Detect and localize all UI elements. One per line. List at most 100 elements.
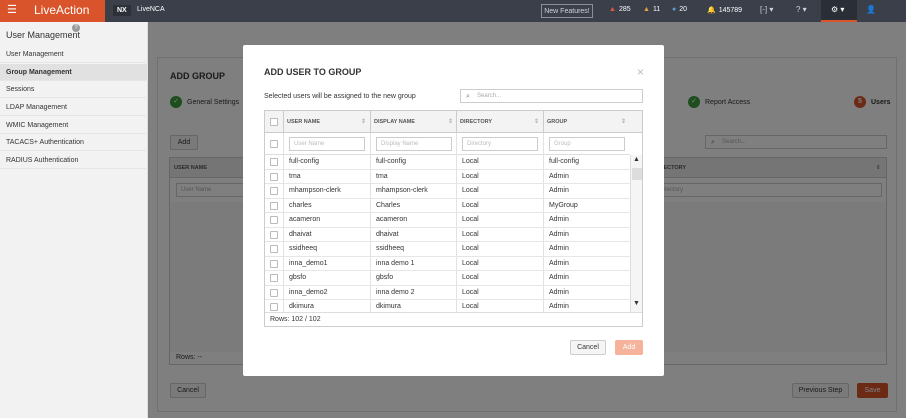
cell-group: Admin [549, 172, 569, 180]
table-row[interactable]: full-config full-config Local full-config [265, 155, 630, 170]
row-checkbox[interactable] [270, 245, 278, 253]
column-header-display-name[interactable]: DISPLAY NAME [374, 119, 415, 125]
help-icon[interactable]: ? ▾ [796, 5, 807, 14]
logo[interactable]: LiveAction [34, 3, 90, 17]
table-header: USER NAME ⇕ DISPLAY NAME ⇕ DIRECTORY ⇕ G… [265, 111, 642, 133]
gear-icon[interactable]: ⚙ ▾ [831, 5, 845, 14]
bell-icon: 🔔 [707, 7, 716, 14]
close-icon[interactable]: × [637, 65, 645, 79]
directory-filter-input[interactable]: Directory [462, 137, 538, 151]
row-checkbox[interactable] [270, 216, 278, 224]
alert-info[interactable]: ● 20 [672, 6, 688, 13]
row-checkbox[interactable] [270, 187, 278, 195]
table-row[interactable]: tma tma Local Admin [265, 170, 630, 184]
cell-display-name: dkimura [376, 303, 401, 310]
table-row[interactable]: ssidheeq ssidheeq Local Admin [265, 242, 630, 257]
cell-display-name: inna demo 1 [376, 259, 415, 267]
table-row[interactable]: dkimura dkimura Local Admin [265, 300, 630, 312]
alert-notifications[interactable]: 🔔 145789 [707, 6, 743, 15]
table-row[interactable]: charles Charles Local MyGroup [265, 199, 630, 213]
filter-checkbox[interactable] [270, 140, 278, 148]
row-checkbox[interactable] [270, 158, 278, 166]
column-header-group[interactable]: GROUP [547, 119, 568, 125]
triangle-up-icon: ▲ [609, 6, 616, 13]
cell-username: mhampson-clerk [289, 187, 341, 194]
alert-warning[interactable]: ▲ 11 [643, 6, 661, 13]
table-row[interactable]: gbsfo gbsfo Local Admin [265, 271, 630, 286]
cell-group: Admin [549, 303, 569, 310]
help-icon[interactable]: ? [72, 24, 80, 32]
cell-username: dhaivat [289, 230, 312, 238]
cell-group: MyGroup [549, 201, 578, 209]
cell-display-name: ssidheeq [376, 245, 405, 252]
cell-directory: Local [462, 303, 479, 310]
sort-icon[interactable]: ⇕ [448, 119, 454, 125]
expand-icon[interactable]: [-] ▾ [760, 5, 774, 14]
dialog-cancel-button[interactable]: Cancel [570, 340, 606, 355]
cell-group: Admin [549, 245, 569, 252]
row-checkbox[interactable] [270, 201, 278, 210]
cell-directory: Local [462, 172, 479, 180]
table-row[interactable]: acameron acameron Local Admin [265, 213, 630, 228]
column-header-directory[interactable]: DIRECTORY [460, 119, 493, 125]
scrollbar-thumb[interactable] [632, 168, 642, 180]
table-row[interactable]: mhampson-clerk mhampson-clerk Local Admin [265, 184, 630, 199]
sort-icon[interactable]: ⇕ [361, 119, 367, 125]
sidebar-item-tacacs-authentication[interactable]: TACACS+ Authentication [0, 134, 148, 151]
sidebar-title: User Management [6, 30, 81, 40]
tab-livenca[interactable]: LiveNCA [137, 6, 165, 13]
new-features-button[interactable]: New Features! [541, 4, 593, 18]
cell-group: Admin [549, 288, 569, 296]
brand-area: ☰ LiveAction [0, 0, 105, 22]
username-filter-input[interactable]: User Name [289, 137, 365, 151]
cell-username: ssidheeq [289, 245, 318, 252]
cell-group: Admin [549, 216, 569, 223]
cell-directory: Local [462, 274, 479, 281]
row-checkbox[interactable] [270, 274, 278, 282]
table-row[interactable]: inna_demo2 inna demo 2 Local Admin [265, 286, 630, 300]
chevron-down-icon[interactable]: ▼ [633, 300, 640, 307]
top-navigation-bar: ☰ LiveAction NX LiveNCA New Features! ▲ 2… [0, 0, 906, 22]
sidebar-item-user-management[interactable]: User Management [0, 46, 148, 63]
group-filter-input[interactable]: Group [549, 137, 625, 151]
table-row[interactable]: dhaivat dhaivat Local Admin [265, 228, 630, 242]
row-checkbox[interactable] [270, 303, 278, 311]
dialog-subtitle: Selected users will be assigned to the n… [264, 93, 416, 100]
cell-directory: Local [462, 245, 479, 252]
row-checkbox[interactable] [270, 288, 278, 297]
cell-group: Admin [549, 259, 569, 267]
row-checkbox[interactable] [270, 259, 278, 268]
sidebar-item-group-management[interactable]: Group Management [0, 64, 148, 81]
sidebar-item-wmic-management[interactable]: WMIC Management [0, 117, 148, 134]
dialog-search-input[interactable]: ⌕ Search... [460, 89, 643, 103]
cell-group: Admin [549, 230, 569, 238]
select-all-checkbox[interactable] [270, 118, 278, 126]
hamburger-menu-icon[interactable]: ☰ [7, 4, 17, 16]
sort-icon[interactable]: ⇕ [534, 119, 540, 125]
filter-row: User Name Display Name Directory Group [265, 133, 630, 155]
dialog-add-button[interactable]: Add [615, 340, 643, 355]
sidebar-item-radius-authentication[interactable]: RADIUS Authentication [0, 152, 148, 169]
cell-display-name: acameron [376, 216, 408, 223]
sort-icon[interactable]: ⇕ [621, 119, 627, 125]
display-name-filter-input[interactable]: Display Name [376, 137, 452, 151]
dialog-title: ADD USER TO GROUP [264, 67, 362, 77]
cell-directory: Local [462, 230, 479, 238]
column-header-username[interactable]: USER NAME [287, 119, 321, 125]
row-checkbox[interactable] [270, 172, 278, 181]
cell-directory: Local [462, 216, 479, 223]
chevron-up-icon[interactable]: ▲ [633, 156, 640, 163]
scrollbar[interactable]: ▲ ▼ [630, 155, 642, 312]
row-checkbox[interactable] [270, 230, 278, 239]
cell-username: tma [289, 172, 301, 180]
cell-directory: Local [462, 201, 479, 209]
tab-nx[interactable]: NX [113, 5, 131, 16]
sidebar-item-sessions[interactable]: Sessions [0, 81, 148, 98]
table-row[interactable]: inna_demo1 inna demo 1 Local Admin [265, 257, 630, 271]
alert-critical[interactable]: ▲ 285 [609, 6, 631, 13]
user-icon[interactable]: 👤 [866, 5, 876, 14]
sidebar-item-ldap-management[interactable]: LDAP Management [0, 99, 148, 116]
cell-username: inna_demo1 [289, 259, 328, 267]
sidebar: User Management ? User Management Group … [0, 22, 148, 418]
cell-display-name: gbsfo [376, 274, 394, 281]
